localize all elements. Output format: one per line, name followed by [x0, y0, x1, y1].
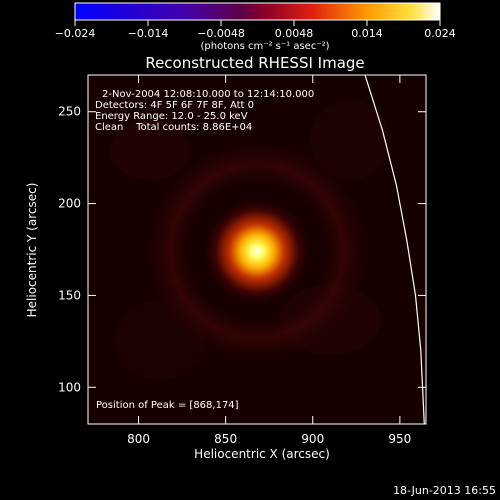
plot-area: 800 850 900 950 100 150 200 250 2-Nov-2004 12:…: [58, 74, 427, 446]
y-tick-label: 200: [58, 197, 81, 211]
colorbar-tick-label: −0.0048: [197, 27, 245, 40]
annotation-clean: Clean Total counts: 8.86E+04: [95, 122, 252, 133]
timestamp: 18-Jun-2013 16:55: [393, 484, 496, 497]
x-tick-label: 800: [127, 432, 150, 446]
colorbar-tick-label: 0.0048: [275, 27, 314, 40]
mottle-4: [310, 100, 390, 180]
x-tick-label: 900: [301, 432, 324, 446]
plot-frame: [87, 74, 427, 425]
y-tick-label: 150: [58, 288, 81, 302]
annotation-energy: Energy Range: 12.0 - 25.0 keV: [95, 111, 248, 122]
colorbar-scale: [74, 2, 441, 21]
peak-source: [202, 196, 312, 307]
y-tick-label: 250: [58, 105, 81, 119]
solar-limb-curve: [364, 75, 425, 424]
x-axis-label: Heliocentric X (arcsec): [194, 447, 330, 461]
chart-title: Reconstructed RHESSI Image: [145, 54, 364, 72]
colorbar-tick-label: −0.014: [128, 27, 169, 40]
y-tick-label: 100: [58, 380, 81, 394]
colorbar: −0.024 −0.014 −0.0048 0.0048 0.014 0.024 (pho…: [55, 2, 456, 52]
colorbar-tick-label: 0.024: [424, 27, 456, 40]
x-axis-ticks: 800 850 900 950: [127, 75, 411, 446]
colorbar-tick-label: 0.014: [351, 27, 383, 40]
colorbar-unit-label: (photons cm⁻² s⁻¹ asec⁻²): [200, 41, 329, 52]
annotation-date-range: 2-Nov-2004 12:08:10.000 to 12:14:10.000: [102, 89, 314, 100]
colorbar-tick-label: −0.024: [55, 27, 96, 40]
y-axis-label: Heliocentric Y (arcsec): [25, 183, 39, 318]
colorbar-ticks: −0.024 −0.014 −0.0048 0.0048 0.014 0.024: [55, 20, 456, 40]
x-tick-label: 950: [388, 432, 411, 446]
x-tick-label: 850: [214, 432, 237, 446]
annotation-detectors: Detectors: 4F 5F 6F 7F 8F, Att 0: [95, 100, 254, 111]
annotation-peak: Position of Peak = [868,174]: [96, 400, 239, 411]
mottle-1: [110, 120, 190, 180]
y-axis-ticks: 100 150 200 250: [58, 105, 426, 394]
